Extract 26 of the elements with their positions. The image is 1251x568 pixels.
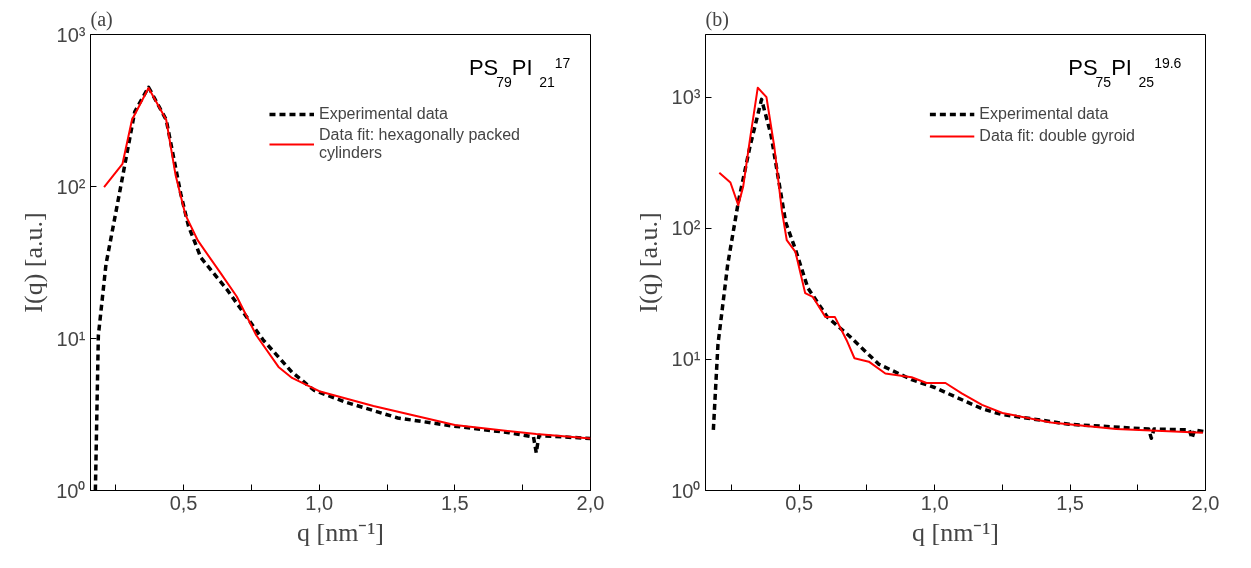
x-tick-label: 1,5 [1056, 491, 1084, 514]
x-tick-label: 2,0 [1191, 491, 1220, 514]
x-axis-title: q [nm⁻¹] [912, 517, 999, 547]
chart-title: (a) [90, 7, 113, 31]
x-tick-label: 2,0 [576, 491, 605, 514]
x-tick-label: 1,0 [305, 491, 334, 514]
y-axis-title: I(q) [a.u.] [634, 212, 664, 313]
chart-title: (b) [705, 7, 729, 31]
legend-label: Experimental data [318, 105, 448, 123]
y-tick-label: 10⁰ [56, 479, 86, 502]
legend-label: Experimental data [979, 105, 1109, 123]
y-axis-title: I(q) [a.u.] [19, 212, 49, 313]
y-tick-label: 10³ [56, 23, 86, 46]
x-tick-label: 1,5 [440, 491, 469, 514]
y-tick-label: 10⁰ [671, 479, 701, 502]
x-tick-label: 1,0 [920, 491, 949, 514]
y-tick-label: 10² [671, 217, 701, 240]
y-tick-label: 10³ [671, 86, 701, 109]
x-tick-label: 0,5 [785, 491, 814, 514]
legend-label: Data fit: hexagonally packed cylinders [318, 126, 520, 162]
legend-label: Data fit: double gyroid [979, 127, 1135, 145]
x-axis-title: q [nm⁻¹] [297, 517, 384, 547]
y-tick-label: 10¹ [56, 327, 86, 350]
y-tick-label: 10² [56, 175, 86, 198]
y-tick-label: 10¹ [671, 348, 701, 371]
x-tick-label: 0,5 [169, 491, 198, 514]
